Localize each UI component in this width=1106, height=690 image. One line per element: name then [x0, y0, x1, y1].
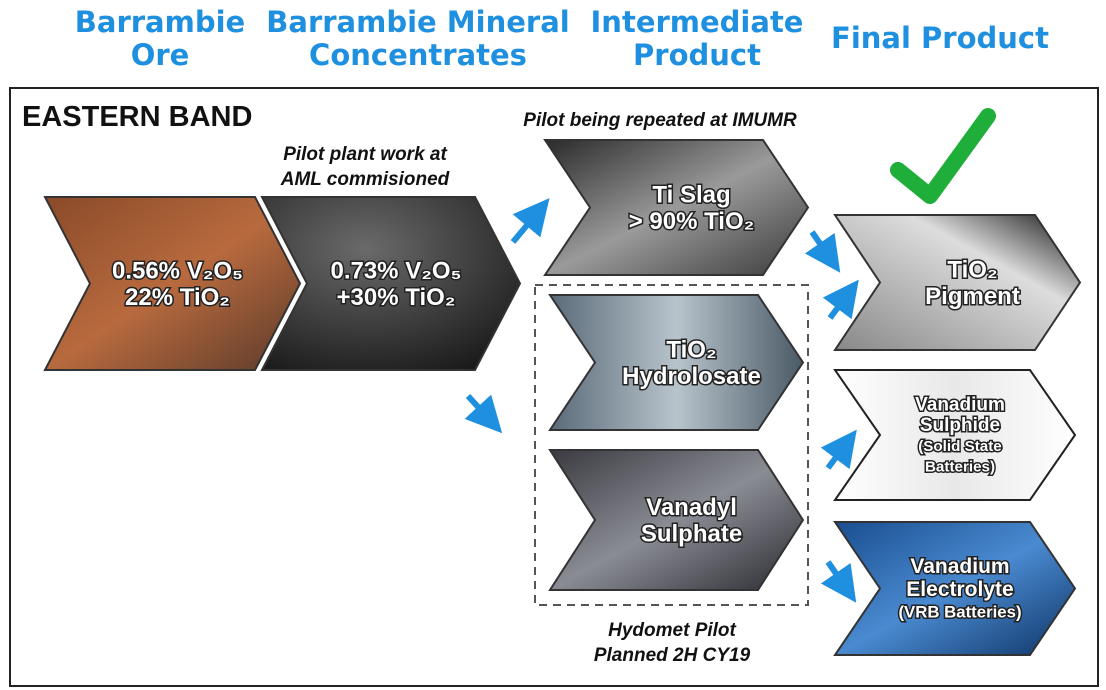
- chevron: [543, 139, 810, 276]
- arrow: [820, 560, 857, 603]
- node-label: Vanadium: [915, 394, 1005, 415]
- annotation: AML commisioned: [280, 169, 450, 190]
- node-label: 0.56% V₂O₅: [112, 258, 243, 285]
- node-label: 0.73% V₂O₅: [330, 258, 461, 285]
- chevron: [548, 294, 805, 431]
- node-label: (Solid State: [918, 438, 1002, 455]
- node-label: Batteries): [925, 459, 995, 476]
- column-header: Final Product: [831, 21, 1049, 55]
- node-label: Pigment: [925, 283, 1020, 310]
- column-header: Barrambie Mineral: [266, 5, 569, 39]
- chevron: [833, 521, 1077, 656]
- arrow: [464, 393, 503, 434]
- node-label: 22% TiO₂: [125, 284, 230, 311]
- node-label: Vanadyl: [646, 494, 737, 521]
- node-label: +30% TiO₂: [337, 284, 456, 311]
- arrow: [820, 429, 857, 470]
- chevron: [43, 196, 302, 371]
- node-label: Hydrolosate: [622, 363, 761, 390]
- section-title: EASTERN BAND: [22, 101, 252, 133]
- chevron: [260, 196, 522, 371]
- chevron: [548, 449, 805, 591]
- column-header: Concentrates: [309, 38, 527, 72]
- column-header: Product: [633, 38, 761, 72]
- node-label: Ti Slag: [652, 182, 730, 209]
- node-label: (VRB Batteries): [898, 602, 1021, 621]
- node-label: Sulphide: [920, 415, 1000, 436]
- node-label: TiO₂: [947, 257, 997, 284]
- chevron: [833, 369, 1077, 501]
- column-header: Barrambie: [75, 5, 245, 39]
- hydromet-box: [534, 284, 809, 606]
- arrow: [822, 279, 859, 320]
- arrows: [464, 198, 859, 603]
- chevron: [833, 214, 1082, 351]
- node-label: Sulphate: [641, 521, 742, 548]
- annotation: Pilot plant work at: [283, 144, 447, 165]
- annotation: Planned 2H CY19: [594, 645, 751, 666]
- arrow: [804, 230, 841, 273]
- node-label: Vanadium: [910, 555, 1009, 578]
- node-label: TiO₂: [666, 337, 716, 364]
- annotation: Hydomet Pilot: [608, 620, 736, 641]
- annotation: Pilot being repeated at IMUMR: [523, 110, 797, 131]
- column-header: Ore: [131, 38, 190, 72]
- section-frame: [9, 87, 1099, 687]
- column-header: Intermediate: [591, 5, 804, 39]
- node-label: Electrolyte: [906, 578, 1013, 601]
- node-label: > 90% TiO₂: [629, 208, 755, 235]
- checkmark: [890, 108, 996, 204]
- arrow: [510, 198, 550, 244]
